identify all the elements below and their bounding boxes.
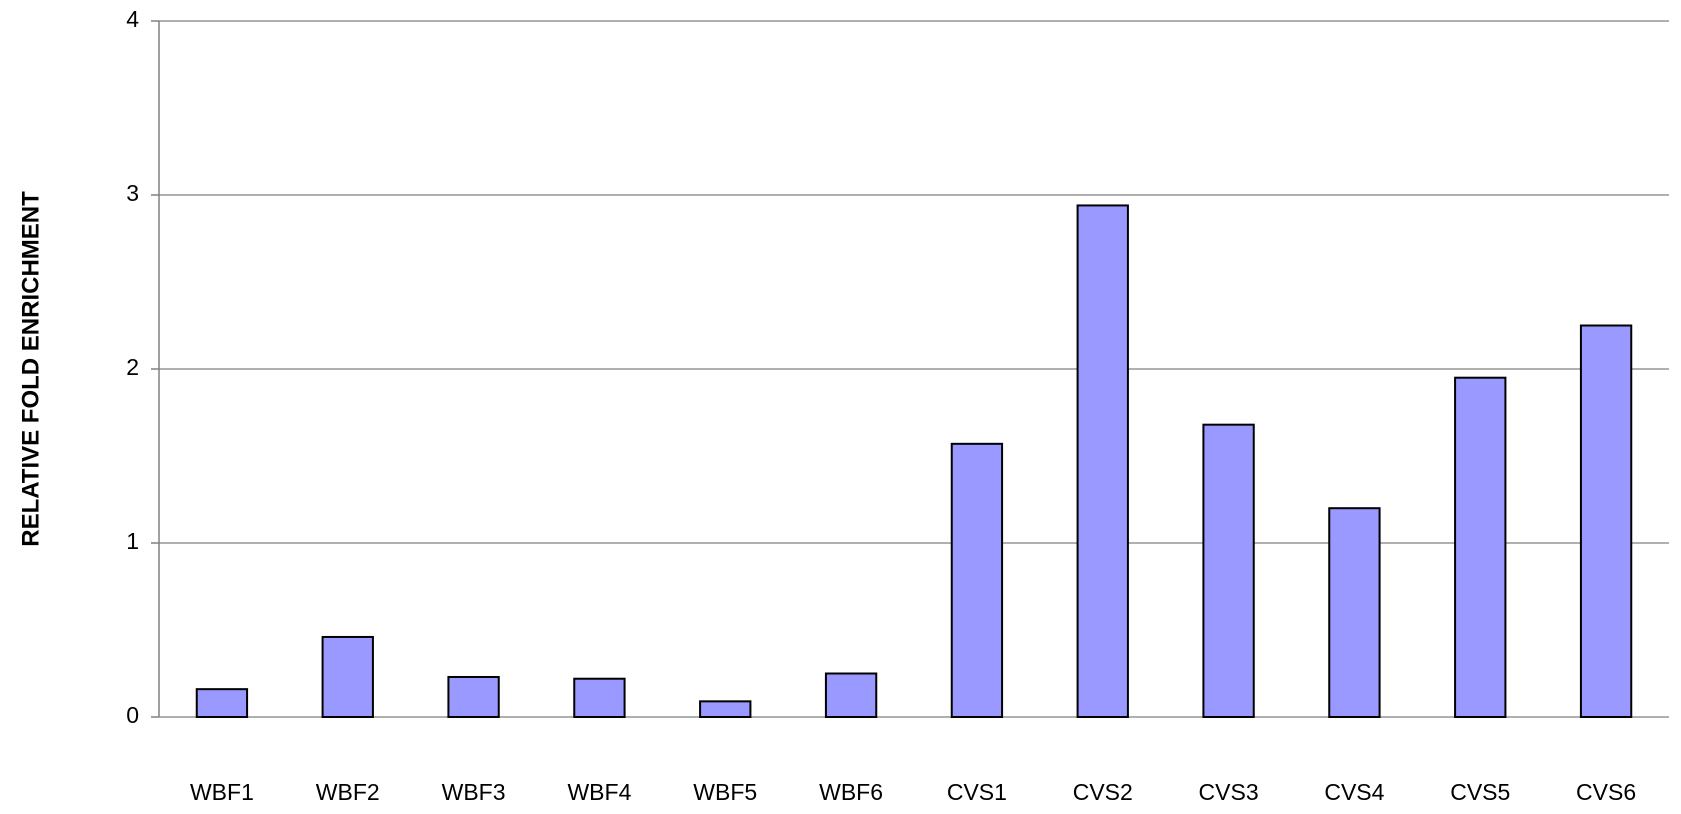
x-tick-label: CVS4 <box>1324 779 1384 805</box>
x-tick-label: WBF6 <box>819 779 883 805</box>
x-tick-label: CVS6 <box>1576 779 1636 805</box>
y-tick-label: 3 <box>126 180 139 206</box>
y-tick-label: 1 <box>126 528 139 554</box>
bar <box>1076 204 1129 718</box>
x-tick-label: WBF1 <box>190 779 254 805</box>
y-axis-label: RELATIVE FOLD ENRICHMENT <box>17 191 44 547</box>
y-tick-label: 4 <box>126 6 139 32</box>
x-tick-label: CVS1 <box>947 779 1007 805</box>
bar <box>195 688 249 718</box>
bar <box>573 677 626 718</box>
bar <box>1202 423 1255 718</box>
x-tick-label: CVS2 <box>1073 779 1133 805</box>
y-tick-label: 2 <box>126 354 139 380</box>
x-tick-label: WBF3 <box>442 779 506 805</box>
x-tick-label: WBF4 <box>567 779 631 805</box>
bar <box>447 675 500 718</box>
bar <box>699 700 752 719</box>
bar <box>824 672 878 718</box>
y-tick-label: 0 <box>126 702 139 728</box>
bar <box>950 442 1004 718</box>
bar <box>1579 324 1633 718</box>
x-tick-label: CVS3 <box>1199 779 1259 805</box>
bar <box>321 635 374 719</box>
bar <box>1328 507 1381 719</box>
bar <box>1454 376 1507 718</box>
x-tick-label: WBF2 <box>316 779 380 805</box>
x-tick-label: WBF5 <box>693 779 757 805</box>
x-tick-label: CVS5 <box>1450 779 1510 805</box>
